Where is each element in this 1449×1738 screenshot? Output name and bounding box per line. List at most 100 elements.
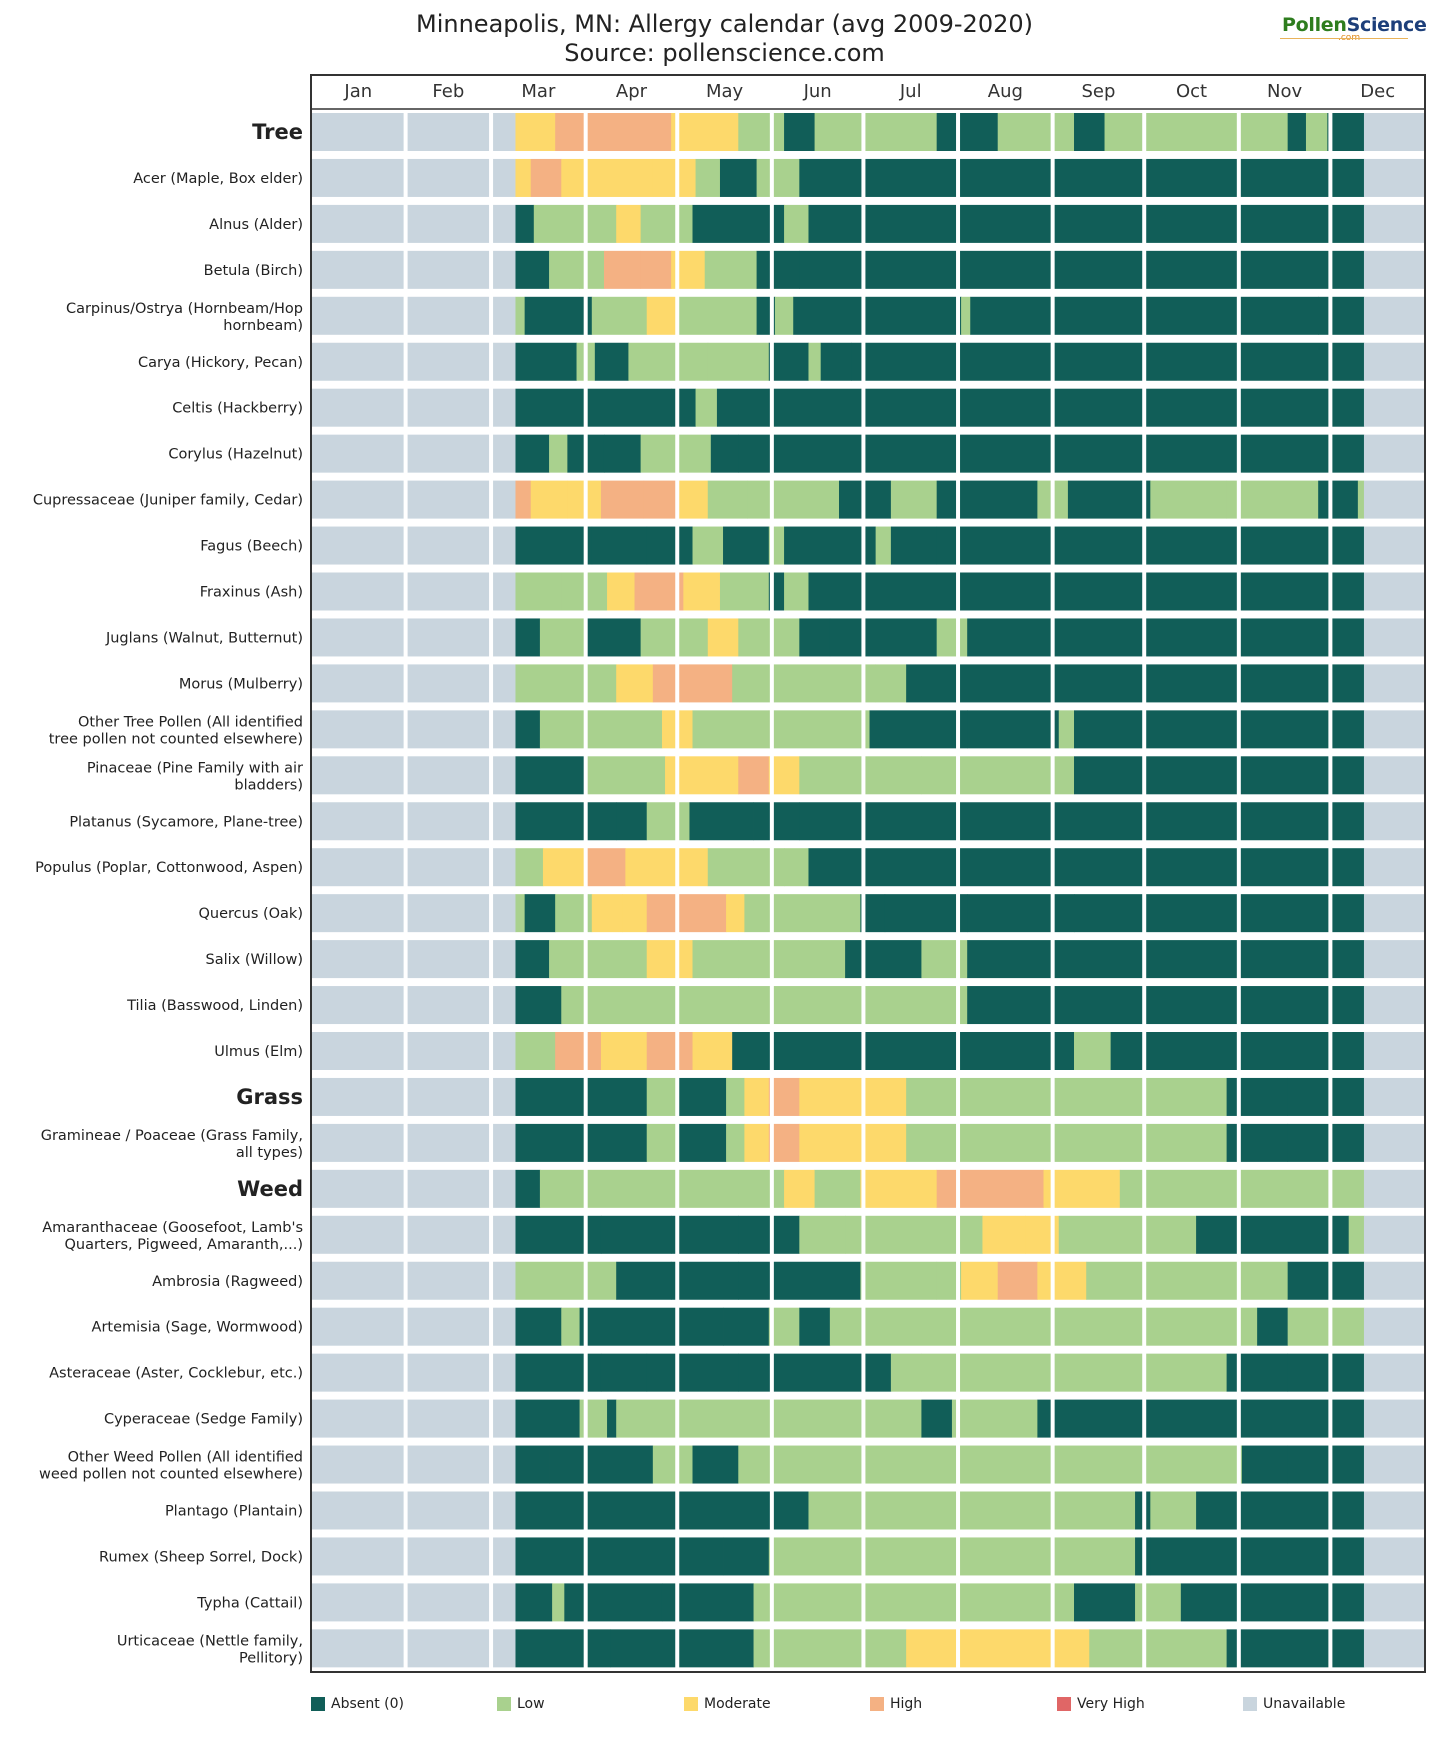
heatmap-cell [616,204,642,243]
heatmap-cell [692,1032,733,1070]
heatmap-cell [311,572,516,611]
month-label: Dec [1360,81,1395,102]
heatmap-cell [311,756,516,795]
heatmap-cell [799,158,1365,197]
heatmap-cell [936,480,1038,519]
month-label: Aug [988,81,1023,102]
heatmap-cell [1363,710,1426,749]
heatmap-cell [692,1445,739,1484]
heatmap-cell [671,1215,739,1254]
heatmap-cell [539,618,587,657]
row-label: Carya (Hickory, Pecan) [138,355,303,371]
heatmap-cell [530,158,562,197]
heatmap-cell [607,572,635,611]
heatmap-cell [311,664,516,703]
heatmap-cell [311,1583,516,1622]
heatmap-row [311,342,1426,381]
heatmap-cell [738,986,968,1025]
heatmap-cell [716,388,770,427]
heatmap-cell [1180,1583,1365,1622]
heatmap-cell [515,572,562,611]
heatmap-cell [1089,1629,1228,1668]
heatmap-cell [1287,1077,1365,1116]
heatmap-cell [961,296,971,335]
heatmap-cell [1226,480,1319,519]
heatmap-cell [515,1583,553,1622]
heatmap-cell [747,480,840,519]
heatmap-cell [1104,113,1289,151]
heatmap-cell [906,1077,1228,1116]
heatmap-row [311,710,1426,749]
heatmap-cell [808,572,1365,611]
heatmap-cell [875,526,892,565]
heatmap-cell [707,342,770,381]
row-label: Ambrosia (Ragweed) [152,1274,303,1290]
row-label: Cyperaceae (Sedge Family) [104,1412,303,1428]
month-label: Sep [1081,81,1115,102]
heatmap-cell [311,113,516,151]
heatmap-cell [1058,1215,1197,1254]
heatmap-cell [820,342,852,381]
heatmap-cell [738,1353,892,1392]
heatmap-cell [719,572,770,611]
legend-label: Low [517,1696,545,1712]
heatmap-cell [829,1307,1258,1346]
heatmap-cell [600,480,645,519]
heatmap-cell [921,1353,1228,1392]
heatmap-cell [515,204,535,243]
heatmap-cell [683,572,721,611]
heatmap-cell [515,1353,602,1392]
heatmap-cell [1363,1032,1426,1070]
heatmap-row [311,940,1426,979]
heatmap-cell [1363,1077,1426,1116]
heatmap-cell [561,986,672,1025]
heatmap-cell [622,894,648,933]
heatmap-cell [756,250,800,289]
heatmap-cell [1363,1583,1426,1622]
legend-item-veryhigh: Very High [1057,1696,1145,1712]
heatmap-cell [515,802,617,841]
legend-label: Absent (0) [331,1696,405,1712]
heatmap-cell [768,1537,1136,1576]
heatmap-cell [808,204,1365,243]
heatmap-cell [591,894,623,933]
heatmap-cell [738,1445,770,1484]
heatmap-cell [646,894,727,933]
heatmap-cell [616,802,648,841]
heatmap-row [311,1261,1426,1300]
row-group-label: Tree [252,120,303,144]
row-label: Platanus (Sycamore, Plane-tree) [69,814,303,830]
row-label: Morus (Mulberry) [179,676,303,692]
heatmap-cell [311,710,516,749]
heatmap-row [311,1399,1426,1438]
heatmap-row [311,158,1426,197]
row-group-label: Grass [236,1085,303,1109]
heatmap-cell [311,1353,516,1392]
heatmap-cell [845,940,922,979]
heatmap-cell [1037,1261,1087,1300]
heatmap-cell [784,572,809,611]
heatmap-cell [515,986,562,1025]
heatmap-cell [967,618,1365,657]
heatmap-cell [704,250,757,289]
row-label: Amaranthaceae (Goosefoot, Lamb's Quarters… [42,1220,303,1253]
heatmap-cell [515,1445,550,1484]
heatmap-cell [311,1077,516,1116]
heatmap-cell [579,1307,724,1346]
heatmap-cell [616,1399,861,1438]
heatmap-cell [640,204,693,243]
heatmap-cell [768,1307,800,1346]
row-label: Other Weed Pollen (All identified weed po… [39,1450,303,1483]
heatmap-cell [311,250,516,289]
heatmap-cell [692,940,739,979]
row-label: Urticaceae (Nettle family, Pellitory) [117,1633,303,1666]
heatmap-row [311,848,1426,887]
heatmap-cell [515,1491,770,1530]
row-label: Betula (Birch) [204,263,303,279]
heatmap-row [311,526,1426,565]
heatmap-cell [515,894,526,933]
heatmap-cell [530,480,568,519]
heatmap-cell [311,1169,516,1208]
heatmap-cell [738,940,846,979]
heatmap-cell [515,113,556,151]
